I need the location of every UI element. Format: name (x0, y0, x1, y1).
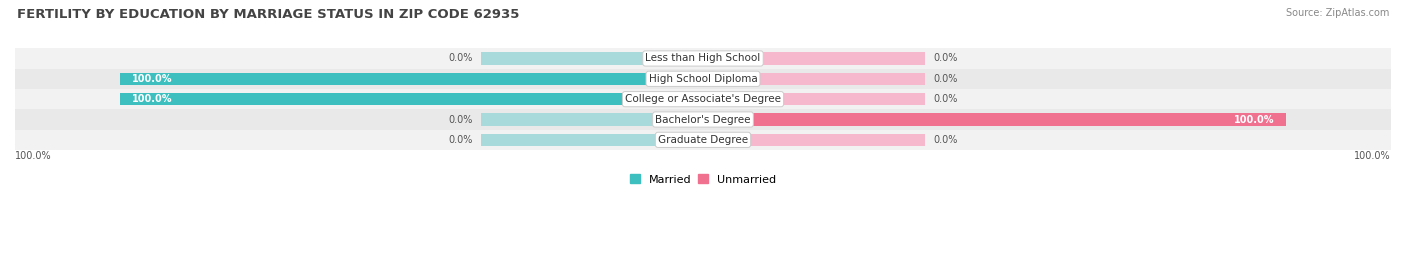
Text: High School Diploma: High School Diploma (648, 74, 758, 84)
Bar (120, 93, 703, 105)
Bar (15, 109, 1391, 130)
Text: 100.0%: 100.0% (1234, 115, 1274, 125)
Bar (15, 69, 1391, 89)
Text: 0.0%: 0.0% (934, 74, 957, 84)
Bar (703, 134, 925, 146)
Text: 100.0%: 100.0% (1354, 151, 1391, 161)
Text: College or Associate's Degree: College or Associate's Degree (626, 94, 780, 104)
Bar (481, 73, 703, 85)
Text: 0.0%: 0.0% (449, 135, 472, 145)
Text: 0.0%: 0.0% (934, 135, 957, 145)
Text: FERTILITY BY EDUCATION BY MARRIAGE STATUS IN ZIP CODE 62935: FERTILITY BY EDUCATION BY MARRIAGE STATU… (17, 8, 519, 21)
Text: 0.0%: 0.0% (934, 94, 957, 104)
Text: 100.0%: 100.0% (132, 74, 172, 84)
Text: 0.0%: 0.0% (449, 115, 472, 125)
Bar (120, 73, 703, 85)
Bar (703, 52, 925, 65)
Bar (703, 93, 925, 105)
Text: Source: ZipAtlas.com: Source: ZipAtlas.com (1285, 8, 1389, 18)
Text: Bachelor's Degree: Bachelor's Degree (655, 115, 751, 125)
Bar (703, 73, 925, 85)
Bar (15, 130, 1391, 150)
Text: 100.0%: 100.0% (15, 151, 52, 161)
Bar (481, 52, 703, 65)
Bar (481, 93, 703, 105)
Bar (15, 48, 1391, 69)
Bar (703, 114, 1286, 126)
Text: 0.0%: 0.0% (934, 54, 957, 63)
Text: 0.0%: 0.0% (449, 54, 472, 63)
Text: 100.0%: 100.0% (132, 94, 172, 104)
Legend: Married, Unmarried: Married, Unmarried (626, 170, 780, 189)
Text: Graduate Degree: Graduate Degree (658, 135, 748, 145)
Bar (481, 134, 703, 146)
Bar (15, 89, 1391, 109)
Bar (703, 114, 925, 126)
Bar (481, 114, 703, 126)
Text: Less than High School: Less than High School (645, 54, 761, 63)
